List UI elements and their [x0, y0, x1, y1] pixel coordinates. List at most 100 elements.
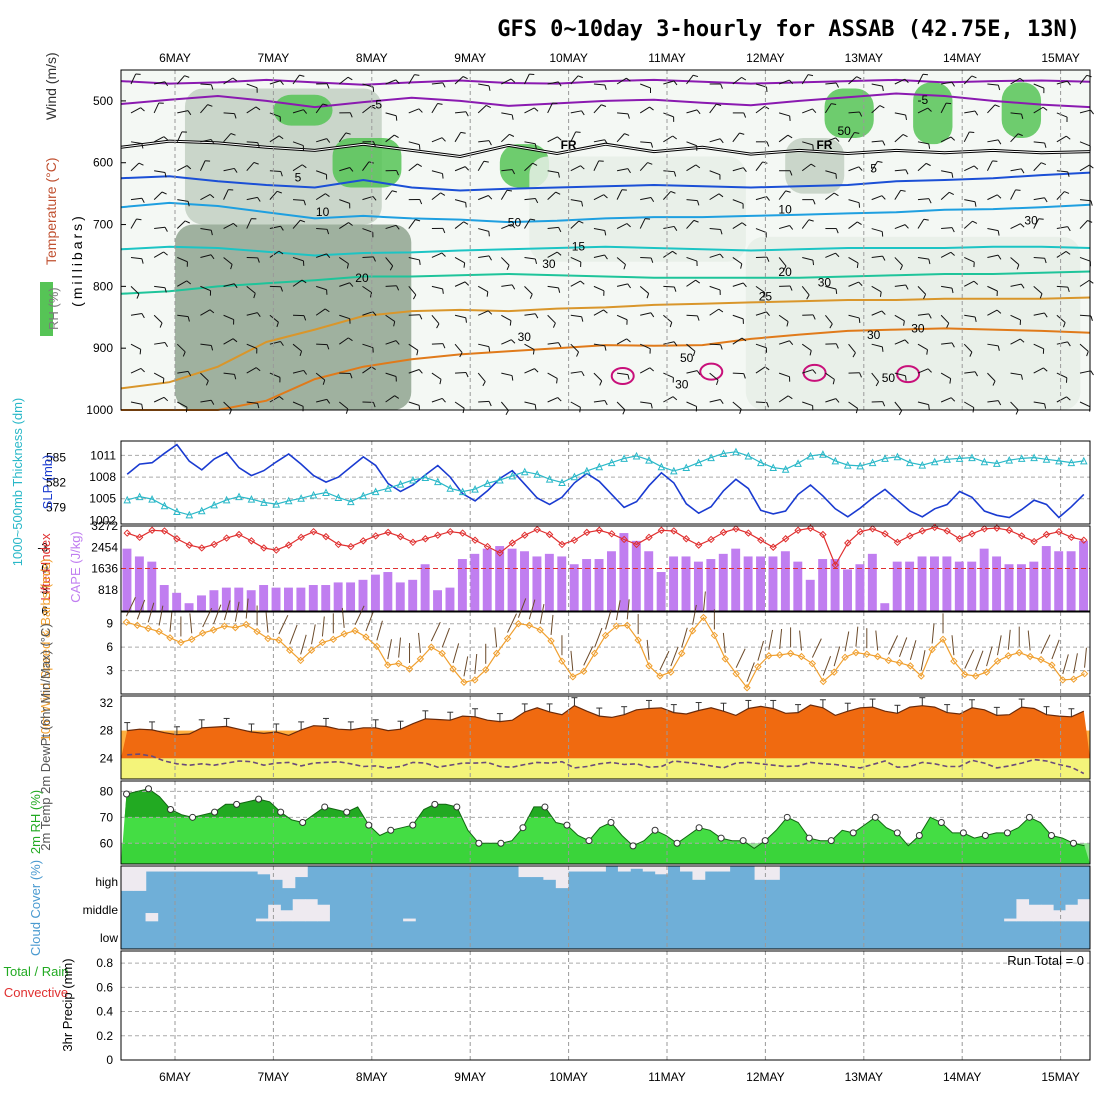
thickness-point	[235, 492, 243, 501]
wind-barb	[154, 341, 166, 345]
cape-bar	[221, 587, 231, 611]
wind-barb-flag	[253, 161, 259, 165]
wind-barb	[1079, 199, 1091, 202]
wind-barb	[246, 218, 252, 229]
wind-speed-point	[362, 633, 370, 641]
wind-barb	[431, 192, 441, 201]
cloud-high-bar	[767, 866, 780, 880]
cape-bar	[930, 556, 939, 611]
wind-barb-flag	[459, 352, 463, 358]
cape-bar	[582, 559, 592, 611]
wind-barb	[1079, 314, 1092, 317]
wind-barb	[616, 314, 628, 321]
wind-barb	[478, 255, 490, 258]
wind-barb	[825, 192, 835, 201]
wind-barb-flag	[812, 108, 817, 114]
wind-barb-flag	[136, 218, 142, 221]
wind-barb	[547, 81, 559, 85]
wind-barb-flag	[394, 395, 400, 399]
cape-bar	[445, 587, 455, 611]
wind-speed-point	[678, 649, 686, 658]
lifted-index-point	[670, 527, 678, 535]
wind-barb	[640, 343, 651, 350]
wind-barb-flag	[442, 173, 444, 179]
wind-barb	[663, 314, 673, 323]
wind-barb	[732, 167, 744, 172]
cloud-middle-bar	[255, 918, 269, 922]
lifted-index-point	[396, 532, 405, 541]
cape-bar	[843, 569, 852, 611]
wind-barb-flag	[950, 251, 955, 256]
precip-panel: 0.80.60.40.20	[96, 950, 1091, 1067]
wind-barb	[732, 257, 743, 265]
wind-barb-flag	[280, 171, 283, 177]
wind-barb	[987, 285, 998, 292]
wind-barb	[940, 251, 952, 258]
wind-barb	[755, 161, 763, 172]
wind-barb-flag	[1020, 223, 1025, 228]
cape-tick: 1636	[91, 562, 118, 576]
wind-barb-flag	[881, 310, 886, 315]
lifted-index-point	[893, 538, 902, 546]
cape-tick: 3272	[91, 519, 118, 533]
wind-barb-flag	[418, 108, 423, 113]
wind-barb	[888, 635, 899, 655]
wind-speed-point	[993, 657, 1002, 665]
wind-barb-flag	[743, 373, 746, 379]
thickness-point	[993, 459, 1001, 467]
rh-2m-point	[321, 803, 329, 811]
wind-barb	[811, 638, 822, 658]
wind-barb	[616, 189, 623, 200]
wind-barb-flag	[1039, 293, 1043, 299]
cape-bar	[644, 551, 654, 611]
wind-barb-flag	[534, 404, 537, 410]
lifted-index-point	[148, 526, 156, 534]
cloud-high-bar	[232, 866, 246, 872]
wind-barb-flag	[835, 137, 840, 142]
wind-barb	[455, 372, 467, 374]
wind-barb-flag	[904, 78, 909, 83]
wind-barb	[478, 140, 490, 143]
lifted-index-point	[781, 535, 790, 543]
wind-barb-flag	[186, 165, 192, 170]
wind-barb	[640, 197, 652, 201]
wind-barb	[639, 106, 650, 114]
wind-barb	[964, 110, 976, 114]
thickness-point	[632, 451, 641, 460]
lifted-index-point	[1042, 530, 1051, 539]
wind-barb	[200, 343, 212, 347]
wind-barb	[387, 639, 392, 660]
wind10m-ylabels: 10m Wind Speed & Barbs (m/s)	[38, 559, 53, 742]
wind-barb	[778, 79, 790, 85]
wind-barb-flag	[257, 257, 260, 263]
lifted-index-point	[595, 526, 603, 534]
wind-barb-flag	[928, 404, 930, 410]
wind-barb	[825, 252, 836, 258]
wind-barb	[670, 646, 679, 667]
lifted-index-point	[657, 526, 666, 534]
wind-barb-flag	[276, 322, 279, 328]
wind-barb-flag	[649, 106, 654, 111]
wind-barb	[975, 650, 984, 671]
slp-axis-label: SLP (mb)	[40, 455, 55, 510]
wind-barb	[802, 141, 813, 146]
thickness-point	[756, 458, 765, 467]
wind-barb	[200, 254, 212, 258]
wind-barb	[735, 648, 746, 668]
lifted-index-point	[819, 530, 827, 539]
temp2m-axis-label: 2m Temp 2m DewPt (6hr Min/Max) (°C)	[38, 623, 53, 850]
wind-barb-flag	[418, 259, 421, 265]
wind-speed-point	[623, 621, 631, 629]
wind-barb	[686, 109, 698, 114]
cloud-high-bar	[282, 866, 296, 889]
wind-barb-flag	[136, 293, 140, 299]
wind-speed-point	[318, 638, 327, 647]
wind-barb-flag	[854, 131, 860, 134]
wind-barb	[593, 254, 605, 258]
wind-barb	[778, 190, 787, 200]
wind-barb	[875, 630, 879, 651]
wind-barb	[570, 131, 577, 143]
wind-barb-flag	[742, 282, 747, 288]
wind-barb-flag	[693, 219, 699, 223]
